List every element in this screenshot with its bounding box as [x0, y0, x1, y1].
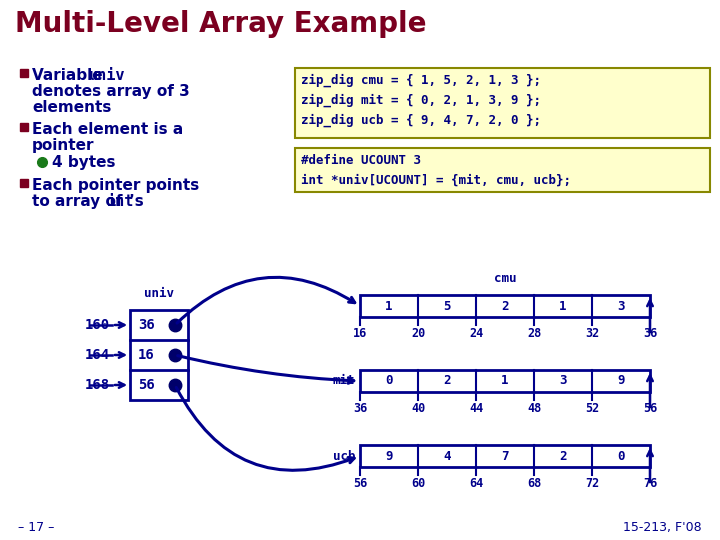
Text: 64: 64 — [469, 477, 483, 490]
Text: zip_dig cmu = { 1, 5, 2, 1, 3 };
zip_dig mit = { 0, 2, 1, 3, 9 };
zip_dig ucb = : zip_dig cmu = { 1, 5, 2, 1, 3 }; zip_dig… — [301, 74, 541, 127]
Text: univ: univ — [89, 68, 125, 83]
Text: 15-213, F'08: 15-213, F'08 — [624, 521, 702, 534]
Text: #define UCOUNT 3
int *univ[UCOUNT] = {mit, cmu, ucb};: #define UCOUNT 3 int *univ[UCOUNT] = {mi… — [301, 154, 571, 186]
Text: 2: 2 — [501, 300, 509, 313]
Text: ucb: ucb — [333, 449, 355, 462]
Text: 56: 56 — [353, 477, 367, 490]
Text: 9: 9 — [617, 375, 625, 388]
FancyBboxPatch shape — [295, 68, 710, 138]
Text: 68: 68 — [527, 477, 541, 490]
Text: 72: 72 — [585, 477, 599, 490]
Text: denotes array of 3: denotes array of 3 — [32, 84, 190, 99]
Text: 32: 32 — [585, 327, 599, 340]
Text: 2: 2 — [559, 449, 567, 462]
Text: Variable: Variable — [32, 68, 108, 83]
Text: 28: 28 — [527, 327, 541, 340]
Text: 1: 1 — [559, 300, 567, 313]
Bar — [130, 310, 188, 400]
Text: 4: 4 — [444, 449, 451, 462]
Text: 48: 48 — [527, 402, 541, 415]
Bar — [20, 123, 28, 131]
FancyBboxPatch shape — [295, 148, 710, 192]
Text: 7: 7 — [501, 449, 509, 462]
Text: 4 bytes: 4 bytes — [52, 155, 115, 170]
Text: mit: mit — [333, 375, 355, 388]
Text: 1: 1 — [501, 375, 509, 388]
Text: 3: 3 — [559, 375, 567, 388]
Text: 36: 36 — [353, 402, 367, 415]
Text: Each pointer points: Each pointer points — [32, 178, 199, 193]
Text: 16: 16 — [138, 348, 155, 362]
Bar — [20, 69, 28, 77]
Text: 164: 164 — [85, 348, 110, 362]
Text: 52: 52 — [585, 402, 599, 415]
Text: 9: 9 — [385, 449, 392, 462]
Text: 36: 36 — [138, 318, 155, 332]
Text: 76: 76 — [643, 477, 657, 490]
Text: 1: 1 — [385, 300, 392, 313]
Text: 160: 160 — [85, 318, 110, 332]
Text: 56: 56 — [138, 378, 155, 392]
Bar — [360, 295, 650, 317]
Text: 56: 56 — [643, 402, 657, 415]
Text: 16: 16 — [353, 327, 367, 340]
Text: – 17 –: – 17 – — [18, 521, 55, 534]
Text: 5: 5 — [444, 300, 451, 313]
Bar — [20, 179, 28, 187]
Bar — [360, 370, 650, 392]
Text: 40: 40 — [411, 402, 425, 415]
Text: 0: 0 — [385, 375, 392, 388]
Text: 20: 20 — [411, 327, 425, 340]
Text: cmu: cmu — [494, 272, 516, 285]
Text: Each element is a: Each element is a — [32, 122, 184, 137]
Text: elements: elements — [32, 100, 112, 115]
Text: 36: 36 — [643, 327, 657, 340]
Text: ’s: ’s — [129, 194, 144, 209]
Text: 168: 168 — [85, 378, 110, 392]
Text: 3: 3 — [617, 300, 625, 313]
Text: Multi-Level Array Example: Multi-Level Array Example — [15, 10, 426, 38]
Text: to array of: to array of — [32, 194, 127, 209]
Text: int: int — [107, 194, 135, 209]
Text: 44: 44 — [469, 402, 483, 415]
Text: 60: 60 — [411, 477, 425, 490]
Text: 2: 2 — [444, 375, 451, 388]
Text: pointer: pointer — [32, 138, 94, 153]
Bar — [360, 445, 650, 467]
Text: univ: univ — [144, 287, 174, 300]
Text: 24: 24 — [469, 327, 483, 340]
Text: 0: 0 — [617, 449, 625, 462]
